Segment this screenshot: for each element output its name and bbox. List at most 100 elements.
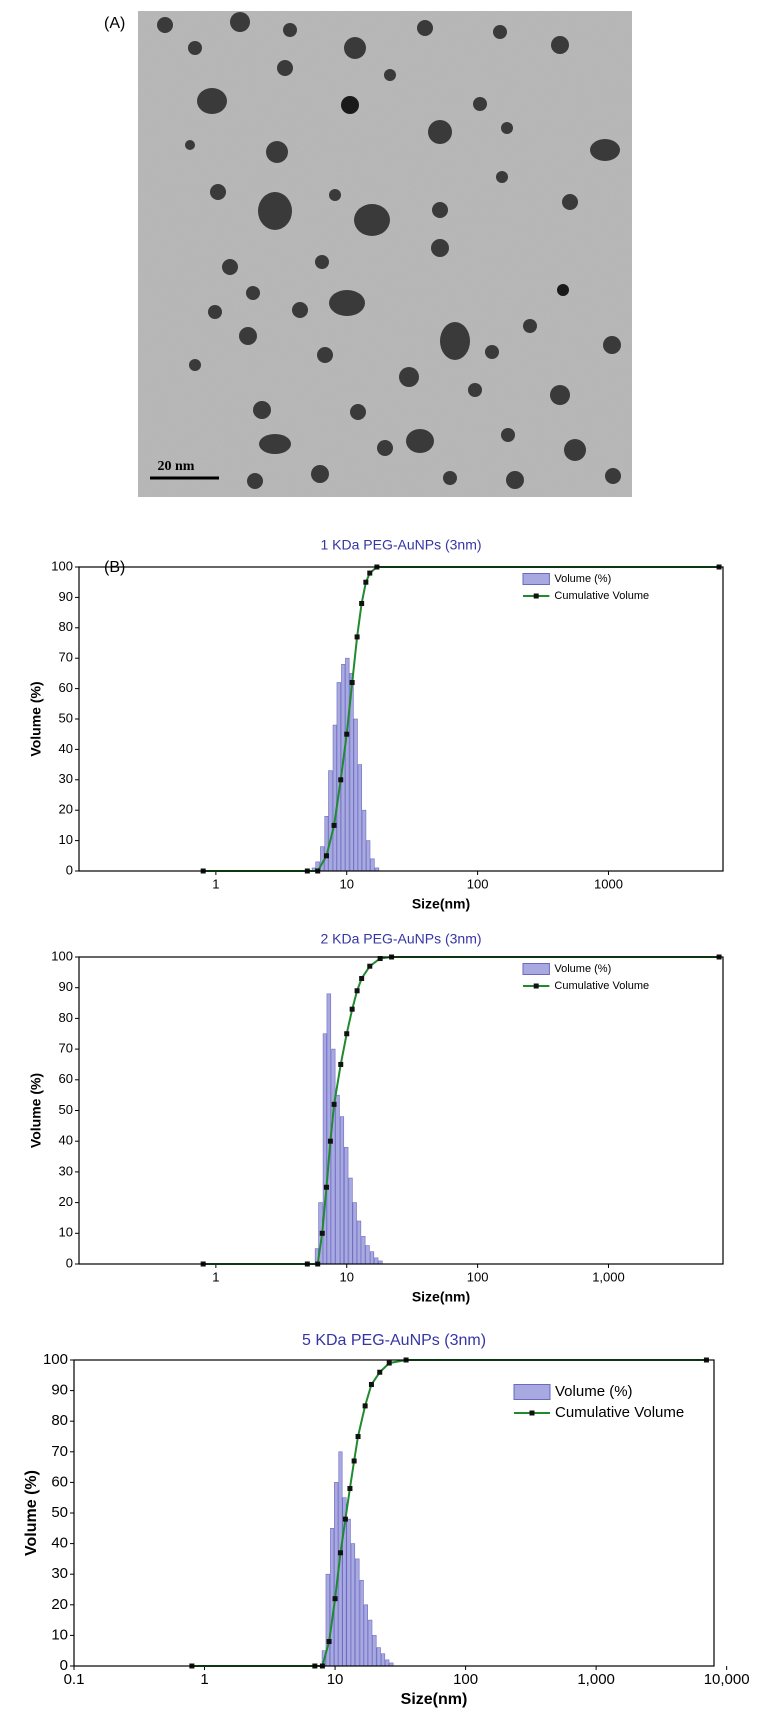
bar (359, 1580, 364, 1667)
bar (328, 770, 333, 872)
legend-label: Volume (%) (554, 963, 611, 975)
y-tick-label: 90 (59, 589, 73, 604)
y-tick-label: 40 (59, 1133, 73, 1148)
legend-label: Cumulative Volume (554, 980, 649, 992)
y-tick-label: 10 (59, 832, 73, 847)
y-tick-label: 0 (66, 862, 73, 877)
bar (372, 1635, 377, 1667)
bar (370, 858, 375, 872)
bar (365, 1245, 370, 1265)
plot-frame (73, 1359, 715, 1667)
marker (359, 600, 365, 606)
y-tick-label: 100 (51, 948, 73, 963)
y-tick-label: 10 (51, 1626, 68, 1643)
chart-title: 5 KDa PEG-AuNPs (3nm) (302, 1332, 486, 1349)
bar (326, 993, 332, 1265)
y-tick-label: 100 (43, 1351, 68, 1368)
bar (331, 1048, 336, 1265)
x-tick-label: 10 (339, 1269, 353, 1284)
marker (344, 731, 350, 737)
y-tick-label: 30 (59, 1163, 73, 1178)
x-axis-label: Size(nm) (412, 1289, 470, 1305)
y-axis-label: Volume (%) (28, 681, 44, 756)
y-tick-label: 60 (59, 1071, 73, 1086)
x-tick-label: 100 (467, 1269, 489, 1284)
marker (377, 956, 383, 962)
x-tick-label: 1000 (594, 876, 623, 891)
bar (368, 1619, 373, 1667)
marker (331, 822, 337, 828)
marker (367, 963, 373, 969)
y-tick-label: 0 (66, 1255, 73, 1270)
y-tick-label: 40 (51, 1535, 68, 1552)
bar (366, 840, 371, 872)
bar (363, 1604, 368, 1667)
x-tick-label: 1 (212, 876, 219, 891)
marker (338, 777, 344, 783)
marker (363, 579, 369, 585)
y-tick-label: 70 (59, 650, 73, 665)
x-tick-label: 10 (339, 876, 353, 891)
y-tick-label: 30 (51, 1565, 68, 1582)
marker (331, 1101, 337, 1107)
bar (345, 657, 350, 872)
bar (362, 809, 367, 872)
y-tick-label: 20 (51, 1596, 68, 1613)
bar (376, 1647, 381, 1667)
marker (327, 1138, 333, 1144)
marker (326, 1639, 332, 1645)
legend-swatch (533, 593, 539, 599)
marker (338, 1061, 344, 1067)
y-tick-label: 50 (51, 1504, 68, 1521)
bar (332, 724, 337, 872)
marker (377, 1369, 383, 1375)
marker (354, 988, 360, 994)
panel-label: (B) (104, 559, 125, 576)
x-tick-label: 10 (327, 1671, 344, 1688)
bar (324, 815, 329, 872)
plot-frame (78, 956, 724, 1265)
x-tick-label: 0.1 (64, 1671, 85, 1688)
legend-label: Cumulative Volume (555, 1404, 684, 1421)
x-tick-label: 1 (212, 1269, 219, 1284)
y-tick-label: 20 (59, 802, 73, 817)
y-axis-label: Volume (%) (23, 1470, 40, 1556)
marker (349, 1006, 355, 1012)
bar (380, 1653, 386, 1667)
bar (335, 1094, 340, 1265)
x-tick-label: 10,000 (704, 1671, 750, 1688)
x-axis-label: Size(nm) (401, 1691, 468, 1708)
y-tick-label: 10 (59, 1225, 73, 1240)
cumulative-line (191, 1359, 707, 1667)
bar (350, 1543, 356, 1667)
marker (362, 1403, 368, 1409)
y-tick-label: 80 (59, 619, 73, 634)
bar (361, 1236, 366, 1265)
y-tick-label: 80 (59, 1010, 73, 1025)
x-tick-label: 1,000 (577, 1671, 615, 1688)
y-tick-label: 20 (59, 1194, 73, 1209)
bar (343, 1147, 349, 1265)
bar (322, 1033, 327, 1265)
y-tick-label: 40 (59, 741, 73, 756)
y-tick-label: 90 (59, 979, 73, 994)
legend-swatch (533, 983, 539, 989)
legend-label: Volume (%) (555, 1383, 633, 1400)
tem-image: 20 nm (138, 11, 632, 497)
marker (323, 853, 329, 859)
y-tick-label: 0 (60, 1657, 68, 1674)
bar (357, 764, 363, 872)
bar (352, 1202, 357, 1265)
marker (344, 1031, 350, 1037)
legend-swatch (522, 963, 550, 975)
legend-swatch (529, 1410, 535, 1416)
marker (323, 1184, 329, 1190)
scale-bar-label: 20 nm (158, 459, 195, 474)
y-tick-label: 60 (51, 1473, 68, 1490)
y-tick-label: 50 (59, 710, 73, 725)
bar (356, 1220, 362, 1265)
x-tick-label: 100 (453, 1671, 478, 1688)
bar (355, 1558, 360, 1667)
marker (332, 1596, 338, 1602)
